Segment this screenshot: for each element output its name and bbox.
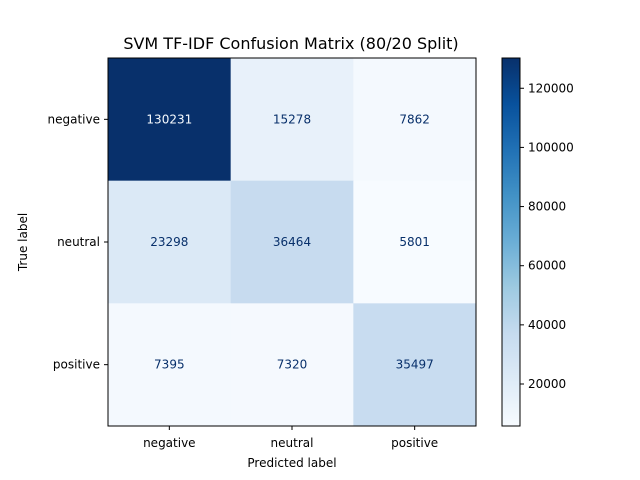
cell-value-0-2: 7862 [399,112,430,126]
heatmap-cell-2-1 [230,303,354,427]
cell-value-2-1: 7320 [277,358,308,372]
heatmap-cell-0-2 [353,58,477,182]
chart-title: SVM TF-IDF Confusion Matrix (80/20 Split… [123,34,458,53]
heatmap-cell-0-1 [230,58,354,182]
colorbar-tick-label: 60000 [528,259,566,273]
colorbar-tick-label: 40000 [528,318,566,332]
x-axis-label: Predicted label [247,456,336,470]
cell-value-0-1: 15278 [273,112,311,126]
cell-value-1-1: 36464 [273,235,311,249]
colorbar-tick-label: 120000 [528,81,574,95]
heatmap-cell-1-2 [353,180,477,304]
x-tick-label: negative [143,436,195,450]
heatmap-cell-2-0 [108,303,232,427]
colorbar [501,57,521,427]
x-tick-label: neutral [271,436,314,450]
y-tick-label: neutral [57,235,100,249]
y-tick-label: positive [53,358,100,372]
heatmap-cell-1-1 [230,180,354,304]
y-axis-ticks: negative neutral positive [48,112,108,372]
heatmap-cells: 130231 15278 7862 23298 36464 5801 7395 7320 354… [108,58,477,427]
cell-value-2-2: 35497 [396,358,434,372]
cell-value-0-0: 130231 [146,112,192,126]
heatmap-cell-0-0 [108,58,232,182]
colorbar-tick-label: 20000 [528,377,566,391]
y-tick-label: negative [48,112,100,126]
heatmap-cell-1-0 [108,180,232,304]
colorbar-tick-label: 80000 [528,200,566,214]
x-tick-label: positive [391,436,438,450]
y-axis-label: True label [16,213,30,272]
colorbar-ticks: 20000 40000 60000 80000 100000 120000 [520,81,574,391]
cell-value-2-0: 7395 [154,358,185,372]
cell-value-1-0: 23298 [150,235,188,249]
x-axis-ticks: negative neutral positive [143,426,438,450]
cell-value-1-2: 5801 [399,235,430,249]
heatmap-cell-2-2 [353,303,477,427]
colorbar-tick-label: 100000 [528,140,574,154]
